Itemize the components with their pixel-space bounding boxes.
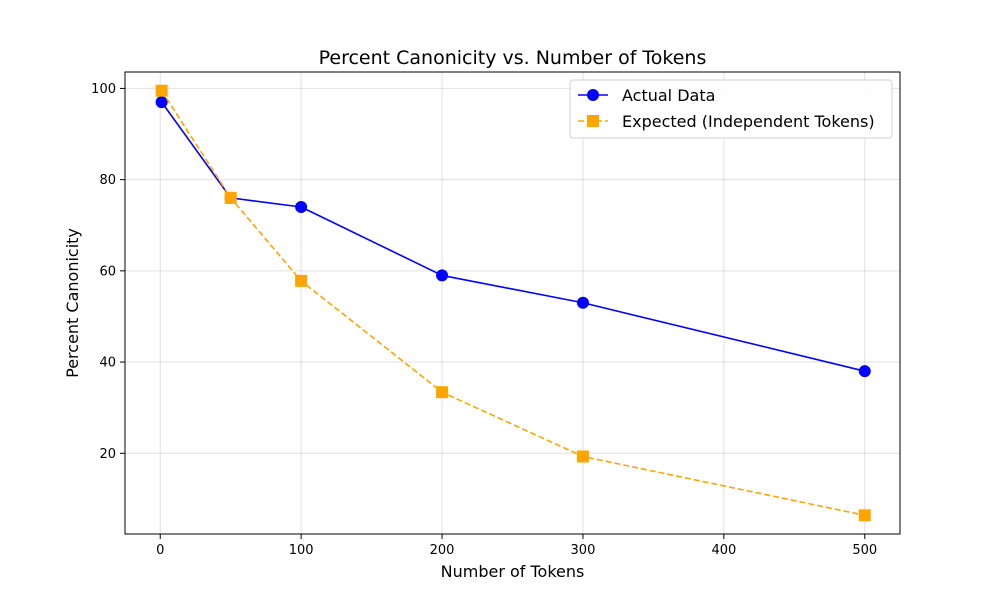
x-axis-title: Number of Tokens (441, 562, 585, 581)
data-point (576, 296, 589, 309)
axis-ticks: 0 100 200 300 400 500 20 40 60 80 100 (91, 82, 877, 558)
data-point (295, 200, 308, 213)
chart-title: Percent Canonicity vs. Number of Tokens (319, 47, 707, 69)
plot-frame (124, 71, 901, 535)
series-line (160, 90, 865, 517)
legend-label-actual: Actual Data (622, 86, 715, 105)
y-tick-label: 20 (99, 447, 116, 462)
data-point (436, 386, 449, 399)
data-point (224, 191, 237, 204)
data-point (858, 509, 871, 522)
legend-marker-expected (587, 115, 599, 127)
data-point (155, 84, 168, 97)
data-point (295, 274, 308, 287)
x-tick-label: 300 (571, 543, 596, 558)
data-point (155, 96, 168, 109)
x-tick-label: 0 (156, 543, 164, 558)
y-axis-title: Percent Canonicity (63, 228, 82, 378)
data-point (436, 269, 449, 282)
series-layer (155, 84, 871, 522)
x-tick-label: 500 (852, 543, 877, 558)
legend-label-expected: Expected (Independent Tokens) (622, 112, 875, 131)
legend: Actual Data Expected (Independent Tokens… (569, 79, 893, 139)
series-line (160, 101, 865, 372)
y-tick-label: 80 (99, 173, 116, 188)
data-point (858, 365, 871, 378)
x-tick-label: 400 (711, 543, 736, 558)
legend-box (569, 79, 893, 139)
y-tick-label: 60 (99, 264, 116, 279)
data-point (576, 450, 589, 463)
x-tick-label: 100 (289, 543, 314, 558)
series-expected (155, 84, 871, 522)
y-tick-label: 100 (91, 82, 116, 97)
grid (125, 72, 900, 534)
legend-marker-actual (587, 89, 599, 101)
x-tick-label: 200 (430, 543, 455, 558)
y-tick-label: 40 (99, 356, 116, 371)
